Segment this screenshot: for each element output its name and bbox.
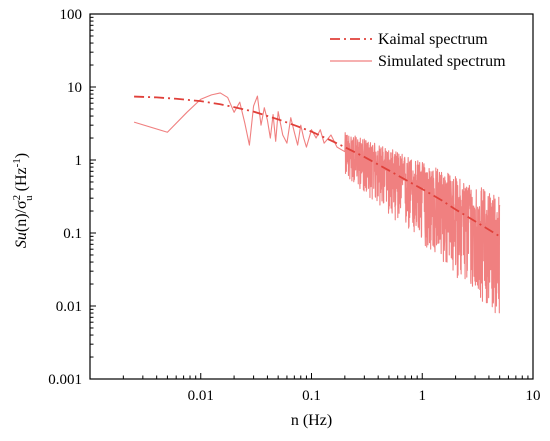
y-axis-title: Su(n)/σ2u (Hz-1)	[11, 153, 35, 248]
y-label-unit-sup: -1	[11, 158, 23, 167]
y-label-s: S	[13, 240, 30, 248]
y-tick-label: 0.01	[56, 299, 82, 315]
series-line-simulated	[133, 92, 501, 314]
y-tick-label: 1	[75, 153, 83, 169]
y-label-subu: u	[23, 195, 35, 201]
series-line-kaimal	[134, 95, 501, 238]
y-label-sup2: 2	[11, 195, 23, 201]
x-tick-label: 10	[526, 388, 541, 404]
y-label-close: )	[13, 153, 30, 158]
legend: Kaimal spectrum Simulated spectrum	[330, 31, 506, 70]
y-label-unit: (Hz	[13, 167, 30, 195]
tick-labels: 0.01 0.1 1 10 0.001 0.01 0.1 1 10 100	[48, 7, 540, 404]
x-tick-label: 1	[419, 388, 427, 404]
x-tick-label: 0.1	[302, 388, 321, 404]
x-axis-title: n (Hz)	[291, 412, 332, 429]
series-layer	[133, 92, 501, 314]
y-tick-label: 0.001	[48, 372, 82, 388]
y-tick-label: 10	[67, 80, 82, 96]
axis-ticks	[89, 13, 533, 380]
y-tick-label: 0.1	[63, 226, 82, 242]
y-tick-label: 100	[60, 7, 83, 23]
legend-label-simulated: Simulated spectrum	[378, 53, 506, 70]
y-label-u: u	[13, 232, 30, 240]
x-tick-label: 0.01	[188, 388, 214, 404]
y-label-mid: (n)/σ	[13, 200, 30, 232]
legend-label-kaimal: Kaimal spectrum	[378, 31, 488, 48]
